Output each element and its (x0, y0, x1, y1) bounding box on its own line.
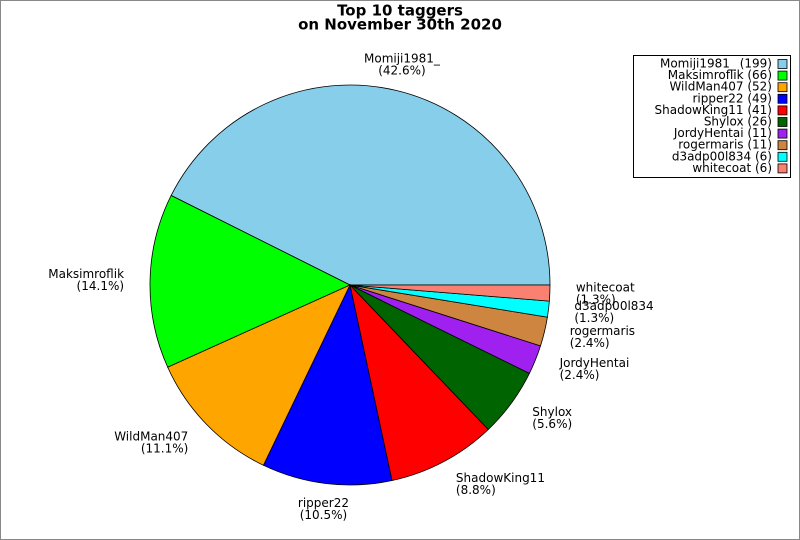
legend-label: ShadowKing11 (41) (655, 103, 773, 117)
legend-swatch (777, 117, 788, 127)
pie-slice (262, 283, 393, 486)
pie-slice (349, 283, 489, 482)
legend-swatch (777, 151, 788, 162)
slice-label: ripper22 (298, 496, 349, 510)
slice-percentage: (10.5%) (300, 508, 347, 522)
slice-label: JordyHentai (559, 356, 630, 370)
slice-percentage: (1.3%) (574, 311, 614, 325)
slice-label: Shylox (532, 405, 572, 419)
legend-label: Maksimroflik (66) (668, 68, 772, 82)
slice-percentage: (11.1%) (141, 441, 188, 455)
legend-label: WildMan407 (52) (669, 80, 772, 94)
slice-percentage: (2.4%) (570, 336, 610, 350)
slice-percentage: (1.3%) (576, 293, 616, 307)
pie-slice (149, 194, 351, 368)
slice-percentage: (14.1%) (77, 279, 124, 293)
slice-percentage: (2.4%) (560, 368, 600, 382)
slice-label: Momiji1981_ (364, 52, 441, 66)
chart-title: Top 10 taggers (337, 2, 463, 20)
legend-swatch (777, 59, 788, 69)
legend-label: rogermaris (11) (678, 138, 772, 152)
legend-label: ripper22 (49) (692, 91, 772, 105)
slice-percentage: (5.6%) (532, 417, 572, 431)
legend-swatch (777, 163, 788, 174)
slice-percentage: (8.8%) (456, 483, 496, 497)
legend-label: JordyHentai (11) (673, 126, 772, 140)
legend-label: d3adp00l834 (6) (672, 149, 772, 163)
legend-swatch (777, 70, 788, 81)
slice-label: d3adp00l834 (574, 299, 653, 313)
legend-swatch (777, 140, 788, 151)
legend-swatch (777, 128, 788, 139)
legend-swatch (777, 105, 788, 116)
slice-label: ShadowKing11 (456, 471, 545, 485)
slice-label: Maksimroflik (48, 267, 124, 281)
legend-label: Momiji1981_ (199) (660, 57, 772, 71)
legend-label: Shylox (26) (704, 115, 772, 129)
legend-swatch (777, 93, 788, 104)
pie-slice (349, 284, 551, 302)
legend-box (633, 55, 791, 178)
pie-slice (170, 84, 551, 286)
chart-subtitle: on November 30th 2020 (298, 16, 502, 34)
pie-slice (167, 284, 351, 466)
legend-swatch (777, 82, 788, 93)
slice-label: whitecoat (576, 281, 635, 295)
slice-percentage: (42.6%) (378, 64, 425, 78)
slice-label: WildMan407 (114, 429, 188, 443)
legend-label: whitecoat (6) (692, 161, 772, 175)
slice-label: rogermaris (570, 324, 635, 338)
